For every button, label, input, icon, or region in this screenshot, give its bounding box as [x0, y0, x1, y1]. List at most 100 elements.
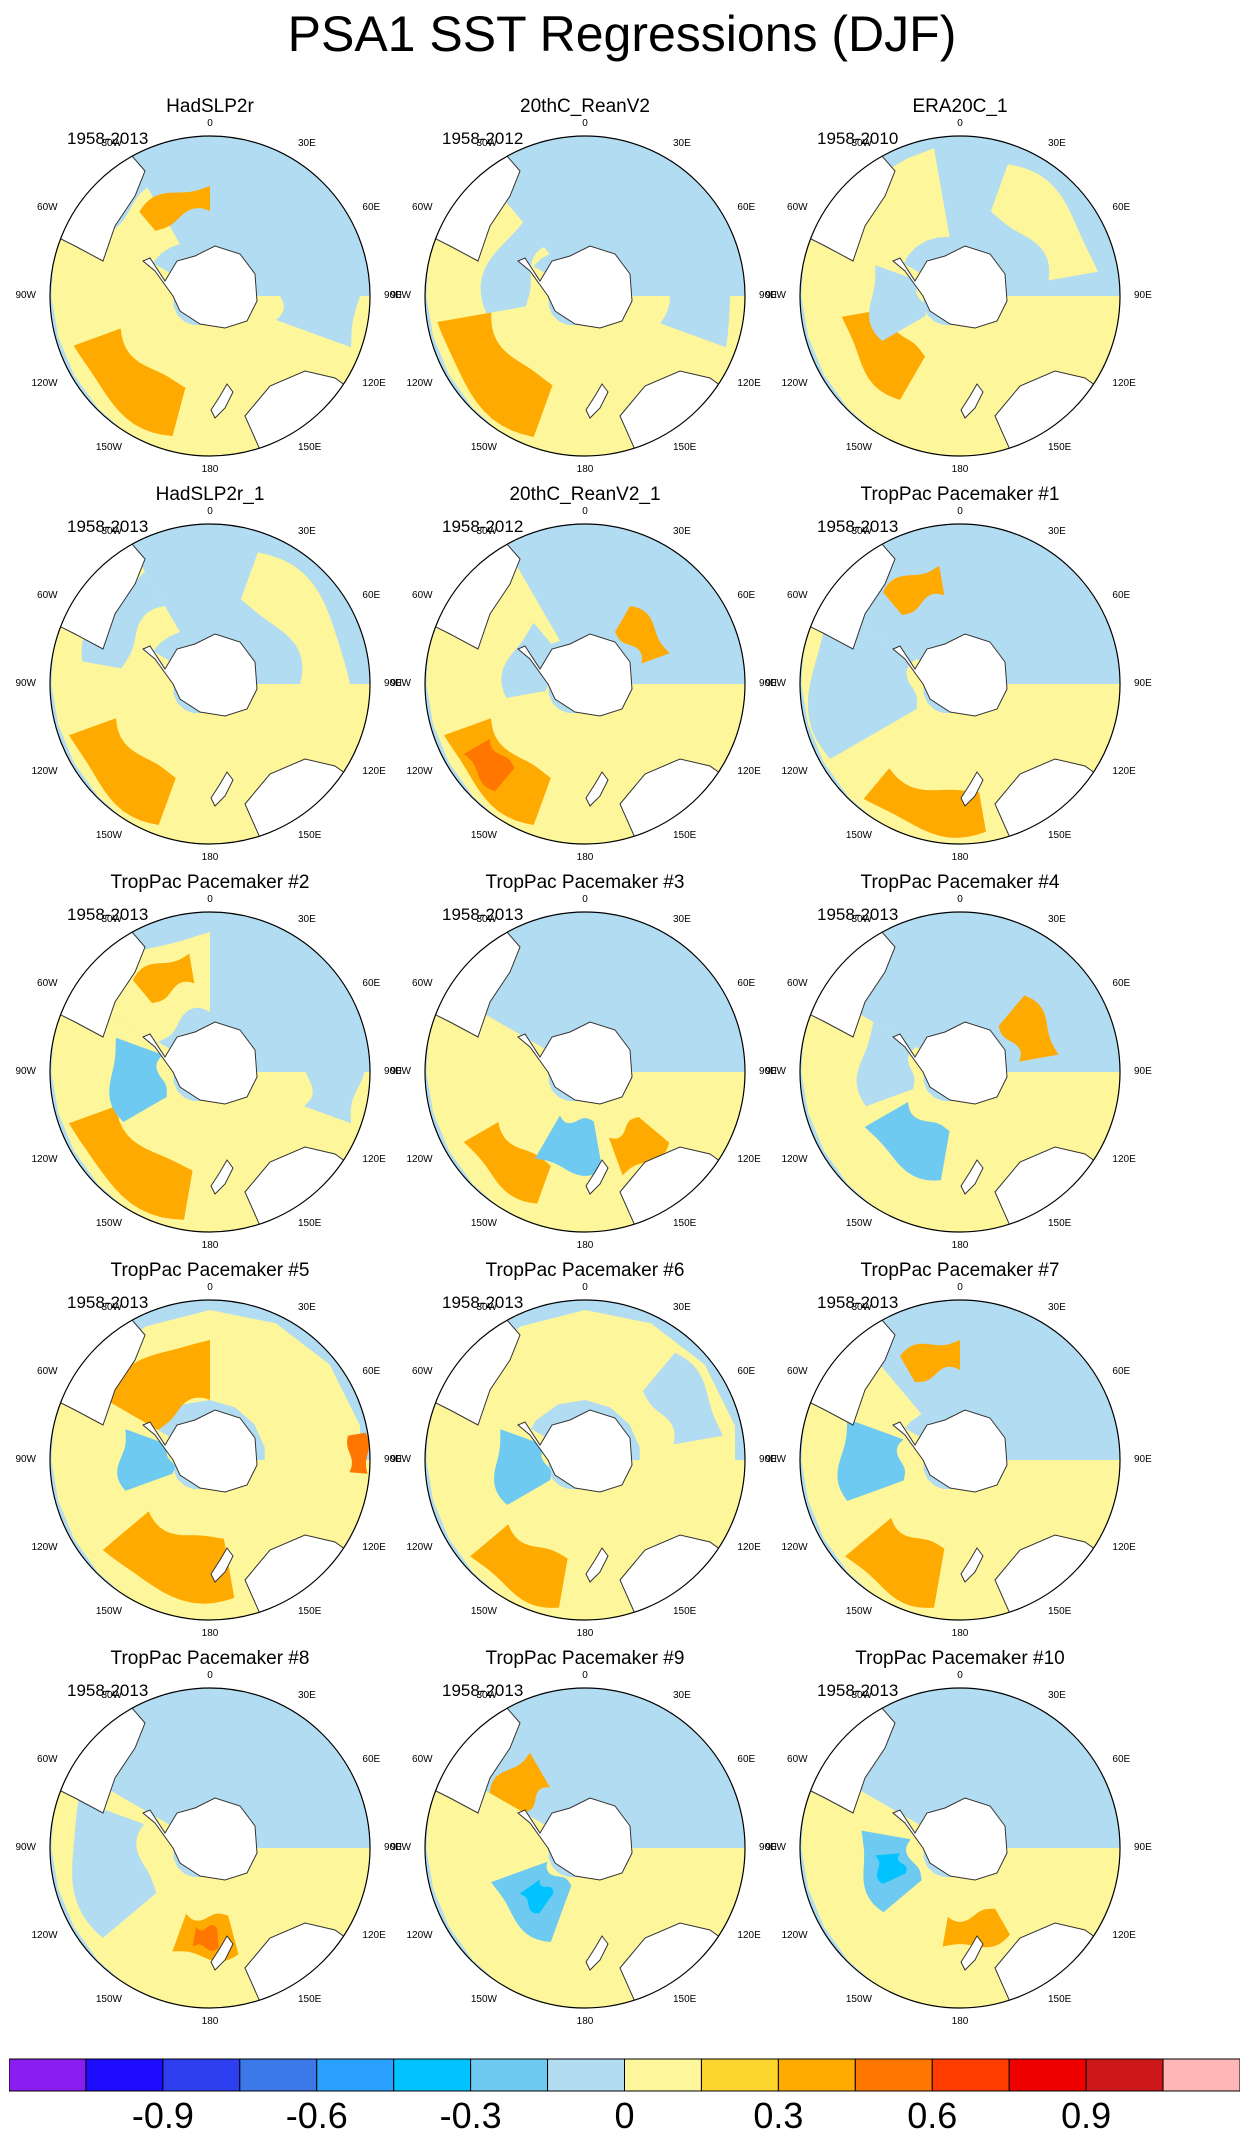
- longitude-label: 30W: [101, 137, 122, 149]
- map-panel: HadSLP2r 1958-2013 0 30E 60E 90E 120E 150E 180 15…: [15, 96, 405, 486]
- longitude-label: 60E: [362, 1754, 381, 1765]
- map-panel: HadSLP2r_1 1958-2013 0 30E 60E 90E 120E 150E 180…: [15, 484, 405, 874]
- land-new-zealand: [960, 1547, 984, 1583]
- longitude-label: 60W: [412, 202, 433, 213]
- sst-contour: [494, 1429, 551, 1505]
- longitude-label: 90E: [384, 678, 402, 689]
- colorbar-segment: [470, 2058, 549, 2092]
- panel-years: 1958-2013: [817, 905, 899, 924]
- panel-title: TropPac Pacemaker #10: [855, 1648, 1065, 1669]
- sst-contour: [845, 1517, 945, 1608]
- panel-title: 20thC_ReanV2_1: [509, 484, 661, 505]
- longitude-label: 150W: [95, 442, 122, 454]
- sst-contour: [437, 312, 553, 437]
- longitude-label: 90E: [1134, 1066, 1152, 1077]
- longitude-label: 60W: [412, 1754, 433, 1765]
- panel-title: HadSLP2r_1: [155, 484, 265, 505]
- map-panel: TropPac Pacemaker #3 1958-2013 0 30E 60E 90E 1…: [390, 872, 780, 1262]
- land-africa: [714, 1317, 743, 1349]
- colorbar-tick-label: 0.9: [1061, 2095, 1112, 2136]
- longitude-label: 90W: [390, 1454, 411, 1465]
- colorbar-segment: [624, 2058, 702, 2092]
- panel-title: TropPac Pacemaker #9: [485, 1648, 685, 1669]
- longitude-label: 30E: [673, 137, 691, 149]
- longitude-label: 120W: [781, 1930, 808, 1941]
- sst-contour: [463, 1122, 551, 1204]
- land-antarctica: [517, 633, 633, 717]
- longitude-label: 120E: [1112, 378, 1136, 389]
- map-boundary: [424, 1299, 746, 1621]
- land-new-zealand: [210, 1547, 234, 1583]
- panel-years: 1958-2013: [442, 1681, 524, 1700]
- sst-contour: [642, 1352, 723, 1445]
- colorbar-tick-label: 0.3: [753, 2095, 804, 2136]
- longitude-label: 60E: [737, 1366, 756, 1377]
- sst-contour: [900, 1340, 960, 1383]
- colorbar-segment: [1008, 2058, 1087, 2092]
- polar-sst-map: [424, 911, 746, 1233]
- sst-contour: [841, 308, 925, 400]
- longitude-label: 0: [207, 1282, 213, 1293]
- longitude-label: 150W: [470, 1994, 497, 2006]
- sst-contour: [535, 1115, 603, 1176]
- longitude-label: 30W: [851, 1301, 872, 1313]
- longitude-label: 120W: [406, 378, 433, 389]
- colorbar-segment: [931, 2058, 1010, 2092]
- sst-contour: [139, 186, 210, 231]
- longitude-label: 150W: [470, 442, 497, 454]
- longitude-label: 120E: [737, 1154, 761, 1165]
- polar-sst-map: [49, 1687, 371, 2009]
- longitude-label: 30E: [673, 1301, 691, 1313]
- longitude-label: 90W: [15, 290, 36, 301]
- longitude-label: 30W: [101, 1301, 122, 1313]
- longitude-label: 60W: [412, 590, 433, 601]
- panel-title: TropPac Pacemaker #6: [485, 1260, 685, 1281]
- longitude-label: 150W: [95, 1994, 122, 2006]
- land-new-zealand: [960, 1935, 984, 1971]
- longitude-label: 180: [576, 464, 594, 475]
- sst-contour: [990, 164, 1098, 281]
- longitude-label: 0: [957, 1670, 963, 1681]
- longitude-label: 0: [207, 894, 213, 905]
- longitude-label: 60E: [362, 202, 381, 213]
- longitude-label: 150W: [95, 1606, 122, 1618]
- colorbar-segment: [393, 2058, 472, 2092]
- longitude-label: 0: [207, 1670, 213, 1681]
- longitude-label: 180: [201, 464, 219, 475]
- longitude-label: 150W: [95, 830, 122, 842]
- colorbar-segment: [1162, 2058, 1240, 2092]
- longitude-label: 150W: [845, 1606, 872, 1618]
- longitude-label: 120W: [31, 766, 58, 777]
- longitude-label: 180: [201, 2016, 219, 2027]
- longitude-label: 90W: [390, 1842, 411, 1853]
- longitude-label: 30W: [476, 1301, 497, 1313]
- polar-sst-map: [799, 911, 1121, 1233]
- longitude-label: 60E: [1112, 1754, 1131, 1765]
- longitude-label: 120E: [362, 766, 386, 777]
- colorbar-segment: [1085, 2058, 1164, 2092]
- longitude-label: 90E: [1134, 1454, 1152, 1465]
- longitude-label: 90E: [384, 1454, 402, 1465]
- land-africa: [714, 541, 743, 573]
- longitude-label: 150W: [470, 1218, 497, 1230]
- colorbar-tick-label: 0.6: [907, 2095, 958, 2136]
- sst-contour: [240, 552, 350, 684]
- sst-contour: [863, 768, 986, 838]
- longitude-label: 30W: [101, 1689, 122, 1701]
- longitude-label: 60W: [37, 590, 58, 601]
- longitude-label: 120W: [31, 1542, 58, 1553]
- longitude-label: 60E: [737, 978, 756, 989]
- longitude-label: 90E: [1134, 1842, 1152, 1853]
- longitude-label: 180: [576, 2016, 594, 2027]
- map-boundary: [799, 911, 1121, 1233]
- land-new-zealand: [585, 1935, 609, 1971]
- longitude-label: 60W: [412, 1366, 433, 1377]
- panel-years: 1958-2013: [67, 1681, 149, 1700]
- longitude-label: 30E: [1048, 137, 1066, 149]
- longitude-label: 30E: [298, 137, 316, 149]
- longitude-label: 60E: [737, 1754, 756, 1765]
- land-new-zealand: [210, 383, 234, 419]
- longitude-label: 60W: [412, 978, 433, 989]
- polar-sst-map: [424, 135, 746, 457]
- longitude-label: 150E: [673, 442, 697, 454]
